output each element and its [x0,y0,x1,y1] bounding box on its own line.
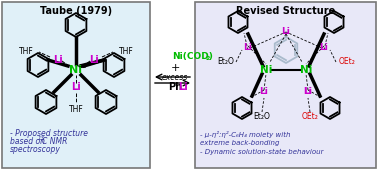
Text: Ni: Ni [260,65,272,75]
FancyBboxPatch shape [195,2,376,168]
Text: Li: Li [89,55,99,65]
Text: Li: Li [304,88,313,97]
Text: Ni: Ni [300,65,312,75]
Text: spectroscopy: spectroscopy [10,146,61,155]
Text: Et₂O: Et₂O [254,112,270,121]
Text: Li: Li [260,88,268,97]
Text: Li: Li [53,55,63,65]
Text: Li: Li [71,82,81,92]
Text: Li: Li [178,82,188,92]
Text: - Proposed structure: - Proposed structure [10,129,88,138]
Text: 2: 2 [206,56,211,62]
Text: extreme back-bonding: extreme back-bonding [200,140,279,146]
Text: 13: 13 [38,137,45,141]
Text: +: + [170,63,180,73]
FancyBboxPatch shape [2,2,150,168]
Text: - μ-η²:η²-C₆H₄ moiety with: - μ-η²:η²-C₆H₄ moiety with [200,131,291,138]
Text: based on: based on [10,137,47,146]
Text: C NMR: C NMR [42,137,67,146]
Text: Li: Li [304,88,313,97]
Text: OEt₂: OEt₂ [302,112,318,121]
Text: THF: THF [119,47,134,56]
Text: OEt₂: OEt₂ [339,57,356,66]
Text: Li: Li [243,44,253,53]
Text: Li: Li [319,44,328,53]
Text: Revised Structure: Revised Structure [236,6,336,16]
Text: - Dynamic solution-state behaviour: - Dynamic solution-state behaviour [200,149,324,155]
Text: Li: Li [282,28,290,37]
Text: excess: excess [162,72,188,81]
Text: Et₂O: Et₂O [217,57,234,66]
Text: Ph: Ph [168,82,182,92]
Text: Ni(COD): Ni(COD) [172,53,213,62]
Text: Ni: Ni [70,65,82,75]
Text: Taube (1979): Taube (1979) [40,6,112,16]
Text: THF: THF [69,105,84,114]
Text: THF: THF [19,47,34,56]
